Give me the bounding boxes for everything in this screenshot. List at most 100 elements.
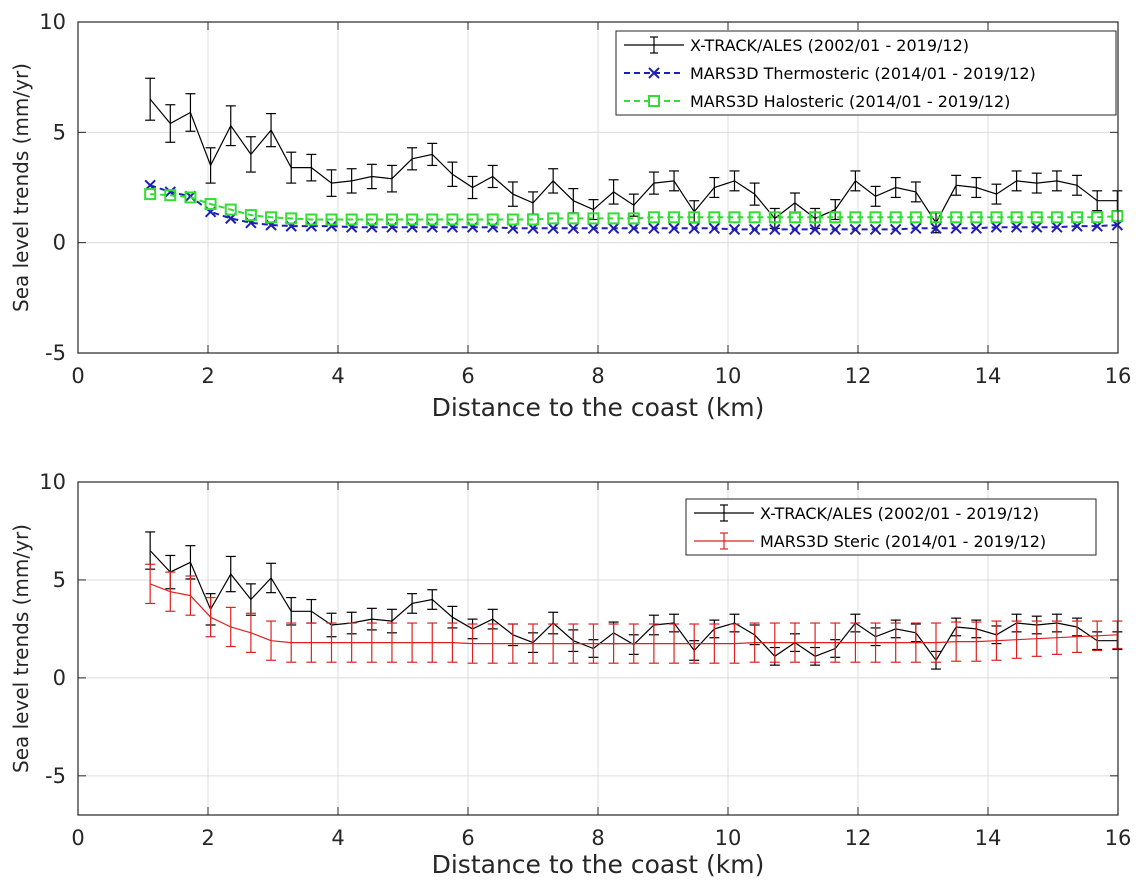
data-point [970,211,983,224]
data-point [385,213,398,226]
data-point [950,211,963,224]
data-point [829,223,841,236]
data-point [869,223,882,236]
data-point [688,211,701,224]
x-tick-label: 10 [715,364,742,388]
data-point [547,222,559,235]
data-point [466,213,479,226]
y-axis-title: Sea level trends (mm/yr) [9,63,33,312]
x-tick-label: 4 [331,364,344,388]
y-tick-label: 5 [53,568,66,592]
data-point [869,211,882,224]
data-point [1010,211,1023,224]
x-tick-label: 2 [201,364,214,388]
data-point [265,211,278,224]
data-point [224,203,237,216]
legend: X-TRACK/ALES (2002/01 - 2019/12) MARS3D S… [685,498,1097,556]
x-tick-label: 12 [845,826,872,850]
data-point [889,211,902,224]
series-mars3d-2 [144,188,1124,226]
data-point [204,198,217,211]
data-point [668,211,681,224]
data-point [144,188,157,201]
data-point [708,222,721,235]
data-point [1111,210,1124,223]
axes-box [77,21,1119,354]
x-tick-label: 2 [201,826,214,850]
y-tick-label: 0 [53,231,66,255]
data-point [325,220,338,232]
x-tick-label: 6 [461,364,474,388]
data-point [406,213,419,226]
data-point [849,211,862,224]
data-point [889,223,902,236]
data-point [446,213,459,226]
data-point [567,212,580,225]
data-point [587,222,600,235]
data-point [1050,211,1063,224]
data-point [426,213,439,226]
x-tick-label: 16 [1105,364,1132,388]
data-point [829,211,842,224]
data-point [1051,221,1063,233]
data-point [910,222,922,235]
series-x-track-ales-0 [145,77,1123,234]
data-point [768,211,781,224]
data-point [244,209,257,222]
data-point [668,222,680,235]
data-point [607,222,620,235]
y-tick-label: 5 [53,120,66,144]
x-axis-title: Distance to the coast (km) [432,850,765,879]
data-point [305,220,318,232]
legend: X-TRACK/ALES (2002/01 - 2019/12) MARS3D T… [615,30,1117,116]
y-tick-label: 10 [39,10,66,34]
legend-label: MARS3D Halosteric (2014/01 - 2019/12) [690,92,1010,111]
legend-box [615,30,1117,116]
x-tick-label: 16 [1105,826,1132,850]
data-point [567,222,580,235]
x-tick-label: 0 [71,364,84,388]
data-point [789,223,801,236]
data-point [365,213,378,226]
data-point [325,213,338,226]
y-tick-label: 10 [39,470,66,494]
legend-label: X-TRACK/ALES (2002/01 - 2019/12) [760,504,1039,523]
data-point [849,223,862,236]
data-point [950,222,962,235]
legend-marker [648,95,660,107]
y-tick-label: -5 [45,341,66,365]
data-point [345,213,358,226]
x-tick-label: 0 [71,826,84,850]
x-tick-label: 12 [845,364,872,388]
x-axis-title: Distance to the coast (km) [432,393,765,422]
data-point [627,212,640,225]
data-point [788,211,801,224]
data-point [628,222,640,235]
x-tick-label: 8 [591,364,604,388]
data-point [486,213,499,226]
data-point [1010,221,1023,233]
data-point [708,211,721,224]
data-point [909,211,922,224]
y-axis-title: Sea level trends (mm/yr) [9,524,33,773]
data-point [285,212,298,225]
data-point [930,222,942,235]
data-point [728,223,741,236]
data-point [688,222,700,235]
legend-label: MARS3D Steric (2014/01 - 2019/12) [760,532,1046,551]
data-point [607,212,620,225]
data-point [1031,221,1043,233]
x-tick-label: 14 [975,364,1002,388]
data-point [547,212,560,225]
legend-box [685,498,1097,556]
x-tick-label: 10 [715,826,742,850]
legend-marker [648,67,660,79]
data-point [809,223,821,236]
data-point [164,189,177,202]
data-point [1030,211,1043,224]
y-tick-label: -5 [45,764,66,788]
data-point [990,211,1003,224]
data-point [930,211,942,224]
